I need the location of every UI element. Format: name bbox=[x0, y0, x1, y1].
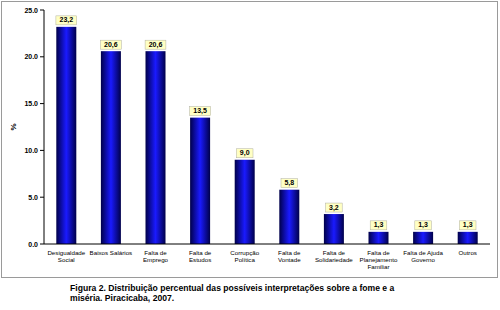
chart-frame bbox=[2, 2, 498, 278]
y-axis-label: % bbox=[9, 123, 18, 130]
category-label: Baixos Salários bbox=[88, 249, 134, 256]
bar bbox=[458, 232, 478, 244]
category-label: Corrupção Política bbox=[222, 249, 268, 263]
y-tick bbox=[40, 103, 44, 104]
x-axis bbox=[44, 244, 490, 245]
data-label: 3,2 bbox=[329, 204, 339, 212]
data-label: 1,3 bbox=[418, 221, 428, 229]
data-label-box bbox=[101, 40, 122, 49]
y-axis bbox=[44, 10, 45, 244]
bar bbox=[324, 214, 344, 244]
y-tick-label: 5.0 bbox=[28, 194, 38, 201]
category-label: Outros bbox=[445, 249, 491, 256]
bar bbox=[190, 118, 210, 244]
category-label: Falta de Estudos bbox=[177, 249, 223, 263]
category-label: Falta de Ajuda Governo bbox=[400, 249, 446, 263]
data-label: 23,2 bbox=[59, 16, 73, 24]
y-tick-label: 20.0 bbox=[24, 53, 38, 60]
y-tick bbox=[40, 197, 44, 198]
data-label: 9,0 bbox=[240, 149, 250, 157]
y-tick-label: 15.0 bbox=[24, 100, 38, 107]
data-label: 5,8 bbox=[284, 179, 294, 187]
data-label-box bbox=[145, 40, 166, 49]
bar bbox=[101, 51, 121, 244]
chart-wrapper: 0.0 5.0 10.0 15.0 20.0 25.0% 23,2 20,6 20,6 13,5 9… bbox=[0, 0, 500, 310]
data-label-box bbox=[281, 179, 298, 188]
data-label-box bbox=[370, 221, 387, 230]
data-label-box bbox=[56, 16, 77, 25]
data-label: 1,3 bbox=[374, 221, 384, 229]
data-label-box bbox=[415, 221, 432, 230]
category-label: Falta de Emprego bbox=[133, 249, 179, 263]
y-tick bbox=[40, 244, 44, 245]
y-tick-label: 0.0 bbox=[28, 241, 38, 248]
chart-svg: 0.0 5.0 10.0 15.0 20.0 25.0% 23,2 20,6 20,6 13,5 9… bbox=[0, 0, 500, 310]
y-tick-label: 25.0 bbox=[24, 7, 38, 14]
category-label: Falta de Solidariedade bbox=[311, 249, 357, 263]
category-label: Falta de Vontade bbox=[266, 249, 312, 263]
category-label: Falta de Planejamento Familiar bbox=[356, 249, 402, 270]
bar bbox=[279, 190, 299, 244]
data-label: 20,6 bbox=[149, 41, 163, 49]
data-label: 1,3 bbox=[463, 221, 473, 229]
category-label: Desigualdade Social bbox=[43, 249, 89, 263]
data-label: 20,6 bbox=[104, 41, 118, 49]
bar bbox=[413, 232, 433, 244]
y-tick bbox=[40, 56, 44, 57]
bar bbox=[56, 27, 76, 244]
bar bbox=[235, 160, 255, 244]
data-label-box bbox=[236, 149, 253, 158]
caption: Figura 2. Distribuição percentual das po… bbox=[70, 283, 400, 303]
bar bbox=[146, 51, 166, 244]
data-label-box bbox=[190, 107, 211, 116]
data-label-box bbox=[459, 221, 476, 230]
y-tick-label: 10.0 bbox=[24, 147, 38, 154]
data-label-box bbox=[326, 203, 343, 212]
y-tick bbox=[40, 150, 44, 151]
bar bbox=[369, 232, 389, 244]
data-label: 13,5 bbox=[193, 107, 207, 115]
y-tick bbox=[40, 10, 44, 11]
